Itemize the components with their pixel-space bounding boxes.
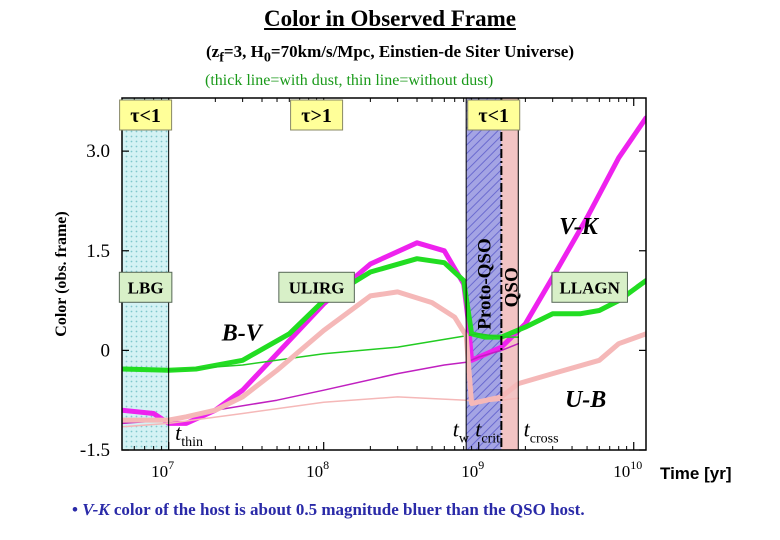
vertical-label-proto-qso: Proto-QSO — [474, 238, 495, 329]
subtitle-pre: (z — [205, 42, 220, 61]
phase-box-lbg — [118, 271, 173, 303]
phase-label-lbg: LBG — [128, 278, 164, 297]
series-label-b-v: B-V — [221, 320, 264, 346]
subtitle-sub-0: 0 — [263, 49, 271, 66]
series-v-k-without-dust — [122, 342, 520, 425]
phase-label-ulirg: ULIRG — [289, 278, 345, 297]
x-tick-label: 108 — [306, 458, 329, 481]
tau-label: τ>1 — [301, 105, 332, 127]
tau-box — [467, 99, 521, 131]
tau-label: τ<1 — [130, 105, 161, 127]
series-label-u-b: U-B — [565, 387, 606, 413]
tau-box — [119, 99, 173, 131]
subtitle-mid: =3, H — [223, 42, 264, 61]
series-u-b-with-dust — [122, 289, 646, 423]
marker-label-t-crit: tcrit — [475, 417, 500, 447]
chart-subtitle: (zf=3, H0=70km/s/Mpc, Einstien-de Siter … — [0, 42, 780, 66]
y-tick-label: 0 — [101, 340, 111, 361]
footer-bullet: • — [72, 500, 83, 519]
y-tick-label: 3.0 — [86, 141, 110, 162]
vertical-label-qso: QSO — [501, 267, 522, 307]
line-style-note: (thick line=with dust, thin line=without… — [205, 72, 494, 89]
chart-title: Color in Observed Frame — [264, 6, 516, 31]
footer-note: • V-K color of the host is about 0.5 mag… — [72, 500, 585, 520]
x-tick-label: 109 — [461, 458, 484, 481]
marker-label-t-thin: tthin — [175, 420, 203, 450]
x-axis-label: Time [yr] — [660, 464, 732, 483]
footer-italic: V-K — [82, 500, 110, 519]
series-b-v-without-dust — [167, 333, 520, 372]
series-label-v-k: V-K — [559, 214, 600, 240]
region-qso — [501, 98, 519, 450]
footer-text: color of the host is about 0.5 magnitude… — [109, 500, 585, 519]
phase-label-llagn: LLAGN — [559, 278, 620, 297]
tau-box — [290, 99, 344, 131]
series-v-k-with-dust — [122, 115, 646, 426]
x-tick-label: 107 — [151, 458, 174, 481]
series-b-v-with-dust — [122, 256, 646, 373]
marker-label-t-cross: tcross — [524, 417, 559, 447]
y-axis-label: Color (obs. frame) — [53, 211, 70, 336]
subtitle-post: =70km/s/Mpc, Einstien-de Siter Universe) — [270, 42, 574, 61]
y-tick-label: 1.5 — [86, 241, 110, 262]
series-u-b-without-dust — [122, 396, 520, 428]
x-tick-label: 1010 — [613, 458, 642, 481]
phase-box-llagn — [551, 271, 628, 303]
tau-label: τ<1 — [478, 105, 509, 127]
marker-label-t-w: tw — [453, 417, 470, 447]
y-tick-label: -1.5 — [80, 440, 110, 461]
phase-box-ulirg — [278, 271, 355, 303]
subtitle-sub-f: f — [219, 49, 224, 66]
